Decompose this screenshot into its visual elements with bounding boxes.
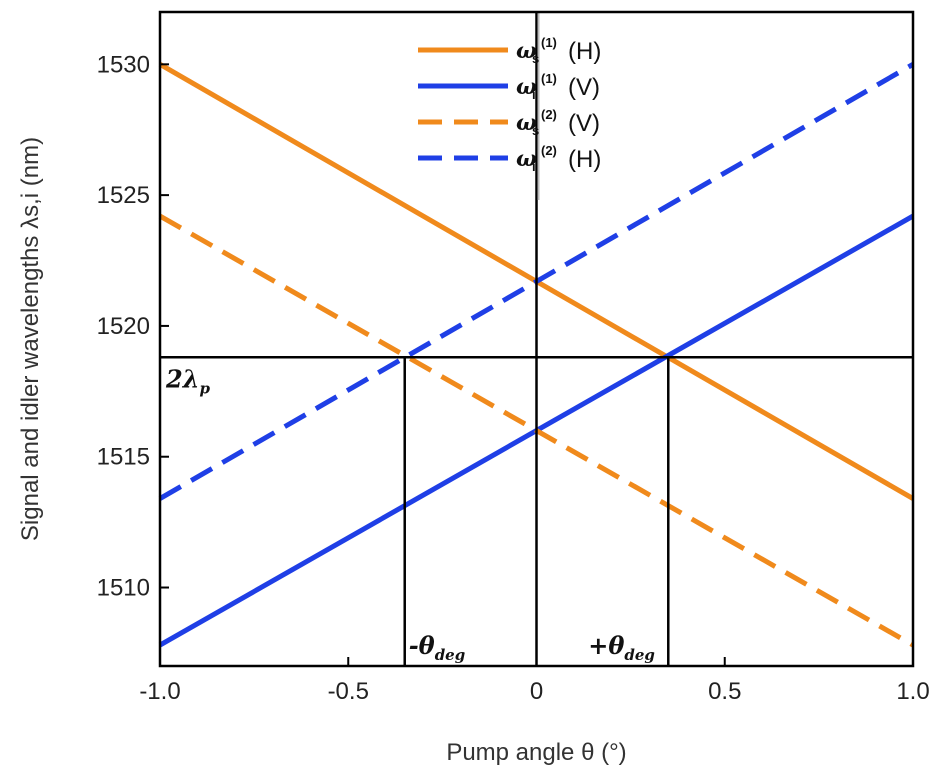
x-tick-label: 1.0 (896, 678, 929, 705)
annotation-2-lambda-p: 2λp (165, 364, 211, 397)
legend-sub-2: i (532, 87, 536, 102)
legend-sub-1: s (532, 51, 539, 66)
legend-symbol-3: ω (516, 110, 537, 136)
y-axis-label: Signal and idler wavelengths λs,i (nm) (17, 137, 44, 541)
legend-symbol-2: ω (516, 74, 537, 100)
annotation-2-lambda-p-main: 2λ (165, 364, 200, 393)
x-tick-label: -1.0 (139, 678, 180, 705)
legend-sup-3: (2) (541, 107, 557, 122)
x-tick-label: -0.5 (328, 678, 369, 705)
x-tick-label: 0 (530, 678, 543, 705)
y-tick-label: 1520 (97, 313, 150, 340)
legend-pol-1: (H) (568, 38, 601, 65)
y-tick-label: 1530 (97, 51, 150, 78)
y-tick-label: 1525 (97, 182, 150, 209)
legend: ωs(1) (H)ωi(1) (V)ωs(2) (V)ωi(2) (H) (418, 35, 601, 174)
annotation-2-lambda-p-sub: p (200, 379, 211, 397)
x-axis-label: Pump angle θ (°) (446, 739, 626, 766)
annotation-minus-theta-deg: -θdeg (409, 631, 466, 664)
legend-sup-2: (1) (541, 71, 557, 86)
tick-layer: -1.0 -0.5 0 0.5 1.0 1510 1515 1520 1525 1530 (97, 51, 930, 705)
annotation-plus-theta-main: +θ (588, 631, 624, 660)
y-tick-label: 1510 (97, 575, 150, 602)
legend-sup-1: (1) (541, 35, 557, 50)
legend-pol-2: (V) (568, 74, 600, 101)
reference-lines (160, 12, 913, 666)
annotation-plus-theta-sub: deg (624, 646, 655, 664)
annotations: 2λp -θdeg +θdeg (165, 364, 655, 664)
legend-sup-4: (2) (541, 143, 557, 158)
legend-sub-3: s (532, 123, 539, 138)
legend-pol-4: (H) (568, 146, 601, 173)
annotation-minus-theta-sub: deg (435, 646, 466, 664)
annotation-minus-theta-main: -θ (409, 631, 435, 660)
legend-symbol-1: ω (516, 38, 537, 64)
legend-symbol-4: ω (516, 146, 537, 172)
legend-sub-4: i (532, 159, 536, 174)
x-tick-label: 0.5 (708, 678, 741, 705)
annotation-plus-theta-deg: +θdeg (588, 631, 655, 664)
legend-pol-3: (V) (568, 110, 600, 137)
y-tick-label: 1515 (97, 444, 150, 471)
